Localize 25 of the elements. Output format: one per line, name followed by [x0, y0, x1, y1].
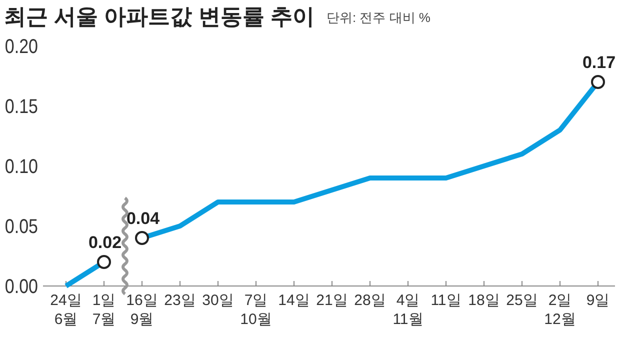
y-tick-label: 0.20: [4, 34, 38, 58]
x-tick-label: 1일 7월: [92, 292, 116, 328]
y-tick-label: 0.10: [4, 154, 38, 178]
x-tick-label: 18일: [468, 292, 500, 309]
x-tick-label: 7일 10월: [240, 292, 272, 328]
x-tick-label: 23일: [164, 292, 196, 309]
chart-subtitle: 단위: 전주 대비 %: [326, 10, 431, 25]
x-tick-label: 30일: [202, 292, 234, 309]
x-tick-label: 25일: [506, 292, 538, 309]
y-tick-label: 0.05: [4, 214, 38, 238]
data-label: 0.04: [126, 209, 160, 228]
data-label: 0.17: [582, 53, 616, 72]
x-tick-label: 2일 12월: [544, 292, 576, 328]
x-tick-label: 21일: [316, 292, 348, 309]
x-tick-label: 11일: [430, 292, 462, 309]
chart-title: 최근 서울 아파트값 변동률 추이: [4, 4, 314, 29]
y-tick-label: 0.00: [4, 274, 38, 298]
y-tick-label: 0.15: [4, 94, 38, 118]
x-tick-label: 28일: [354, 292, 386, 309]
x-tick-label: 24일 6월: [50, 292, 82, 328]
x-tick-label: 16일 9월: [126, 292, 158, 328]
data-label: 0.02: [88, 233, 122, 252]
x-tick-label: 14일: [278, 292, 310, 309]
x-tick-label: 9일: [586, 292, 610, 309]
x-tick-label: 4일 11월: [392, 292, 424, 328]
